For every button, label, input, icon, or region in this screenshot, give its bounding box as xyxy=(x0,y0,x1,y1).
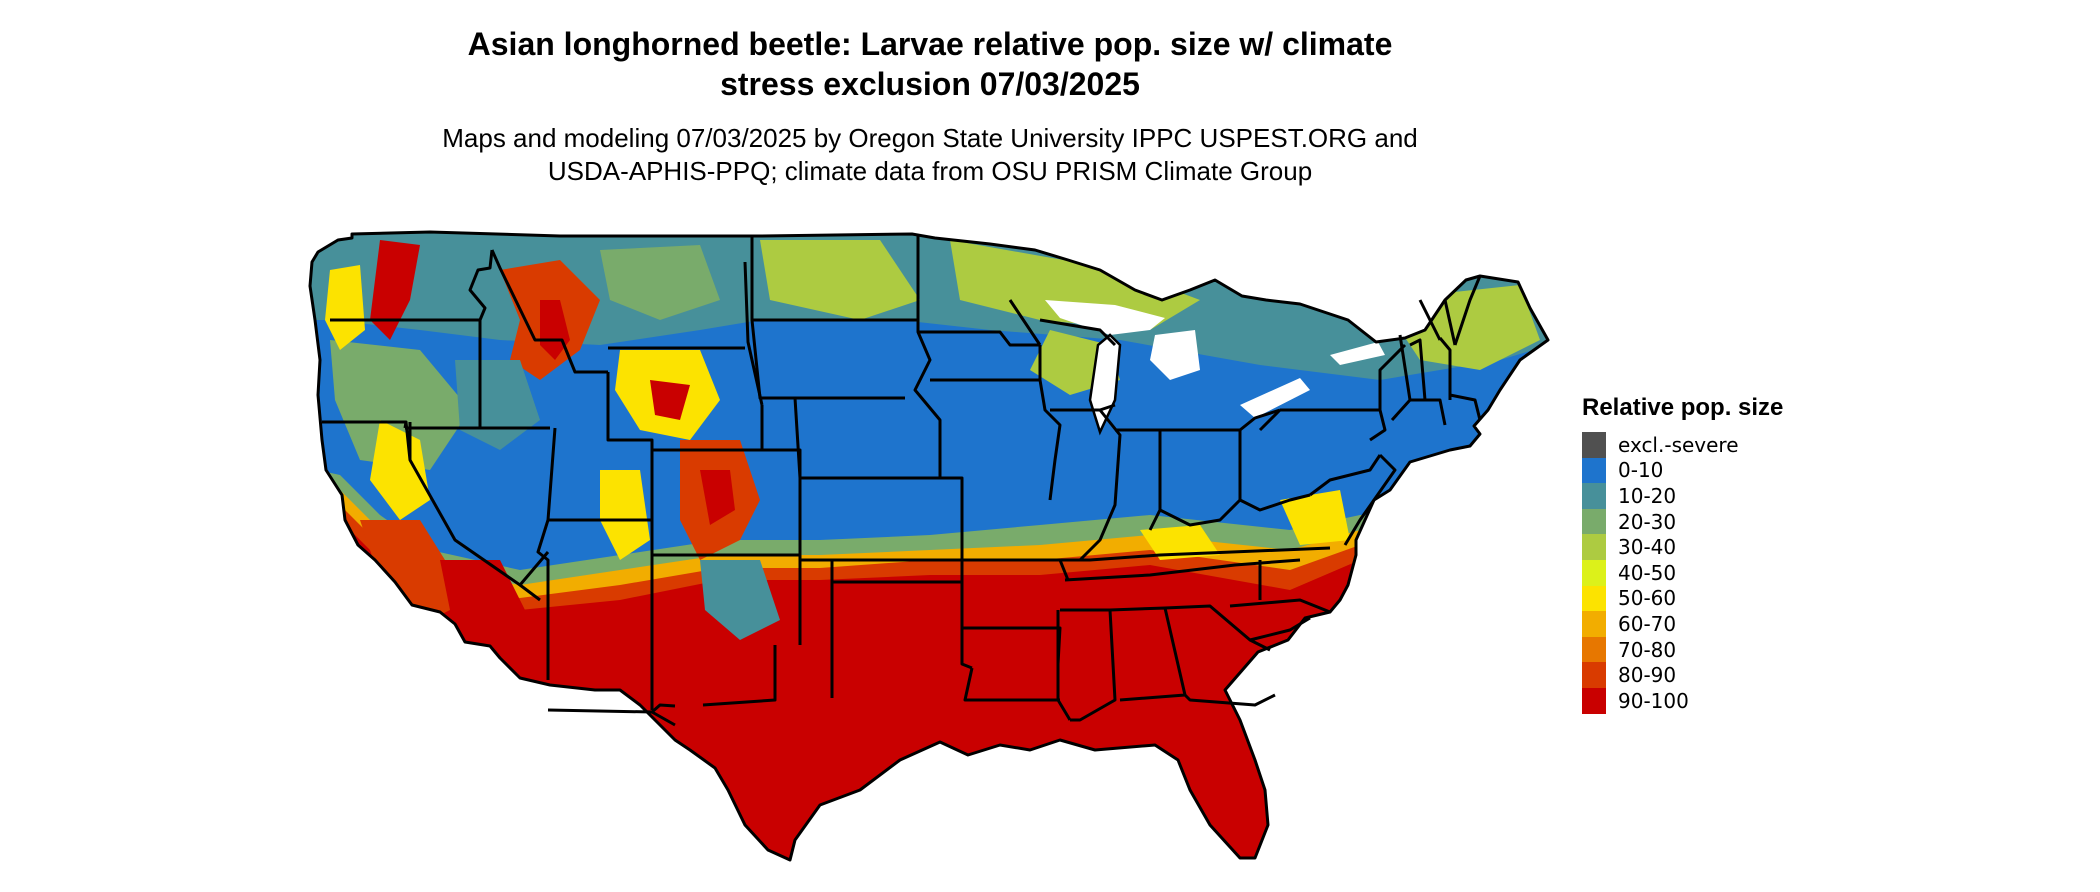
map-subtitle: Maps and modeling 07/03/2025 by Oregon S… xyxy=(380,122,1480,188)
legend-swatch xyxy=(1582,534,1606,560)
legend-label: 80-90 xyxy=(1618,663,1677,688)
legend-swatch xyxy=(1582,559,1606,586)
legend-item-10-20: 10-20 xyxy=(1582,483,1783,509)
map-title: Asian longhorned beetle: Larvae relative… xyxy=(380,24,1480,104)
legend-label: 70-80 xyxy=(1618,637,1677,662)
legend-label: 60-70 xyxy=(1618,611,1677,636)
legend-swatch xyxy=(1582,687,1606,714)
map-subtitle-line2: USDA-APHIS-PPQ; climate data from OSU PR… xyxy=(547,156,1313,186)
legend-item-50-60: 50-60 xyxy=(1582,585,1783,612)
legend-item-30-40: 30-40 xyxy=(1582,534,1783,560)
state-boundaries xyxy=(322,236,1482,727)
map-subtitle-line1: Maps and modeling 07/03/2025 by Oregon S… xyxy=(442,123,1418,153)
legend-label: excl.-severe xyxy=(1618,432,1739,457)
legend-item-80-90: 80-90 xyxy=(1582,662,1783,688)
legend-item-70-80: 70-80 xyxy=(1582,636,1783,663)
legend-swatch xyxy=(1582,585,1606,612)
legend-label: 50-60 xyxy=(1618,586,1677,611)
legend-item-0-10: 0-10 xyxy=(1582,457,1783,484)
legend-swatch xyxy=(1582,432,1606,458)
legend-item-90-100: 90-100 xyxy=(1582,687,1783,714)
legend-label: 90-100 xyxy=(1618,688,1689,713)
legend-swatch xyxy=(1582,636,1606,663)
legend-label: 30-40 xyxy=(1618,535,1677,560)
legend-item-20-30: 20-30 xyxy=(1582,508,1783,535)
legend-item-excl-severe: excl.-severe xyxy=(1582,432,1783,458)
legend-item-60-70: 60-70 xyxy=(1582,611,1783,637)
legend-item-40-50: 40-50 xyxy=(1582,559,1783,586)
legend-label: 0-10 xyxy=(1618,458,1664,483)
legend: Relative pop. size excl.-severe 0-10 10-… xyxy=(1582,394,1783,714)
legend-label: 10-20 xyxy=(1618,483,1677,508)
map-title-line1: Asian longhorned beetle: Larvae relative… xyxy=(467,26,1393,62)
legend-title: Relative pop. size xyxy=(1582,394,1784,421)
legend-items: excl.-severe 0-10 10-20 20-30 30-40 40-5… xyxy=(1582,432,1783,714)
map-title-line2: stress exclusion 07/03/2025 xyxy=(720,66,1140,102)
legend-swatch xyxy=(1582,611,1606,637)
legend-swatch xyxy=(1582,483,1606,509)
us-map xyxy=(308,230,1550,862)
legend-swatch xyxy=(1582,662,1606,688)
legend-swatch xyxy=(1582,508,1606,535)
legend-label: 40-50 xyxy=(1618,560,1677,585)
lake-outlines xyxy=(1088,333,1122,436)
legend-label: 20-30 xyxy=(1618,509,1677,534)
legend-swatch xyxy=(1582,457,1606,484)
